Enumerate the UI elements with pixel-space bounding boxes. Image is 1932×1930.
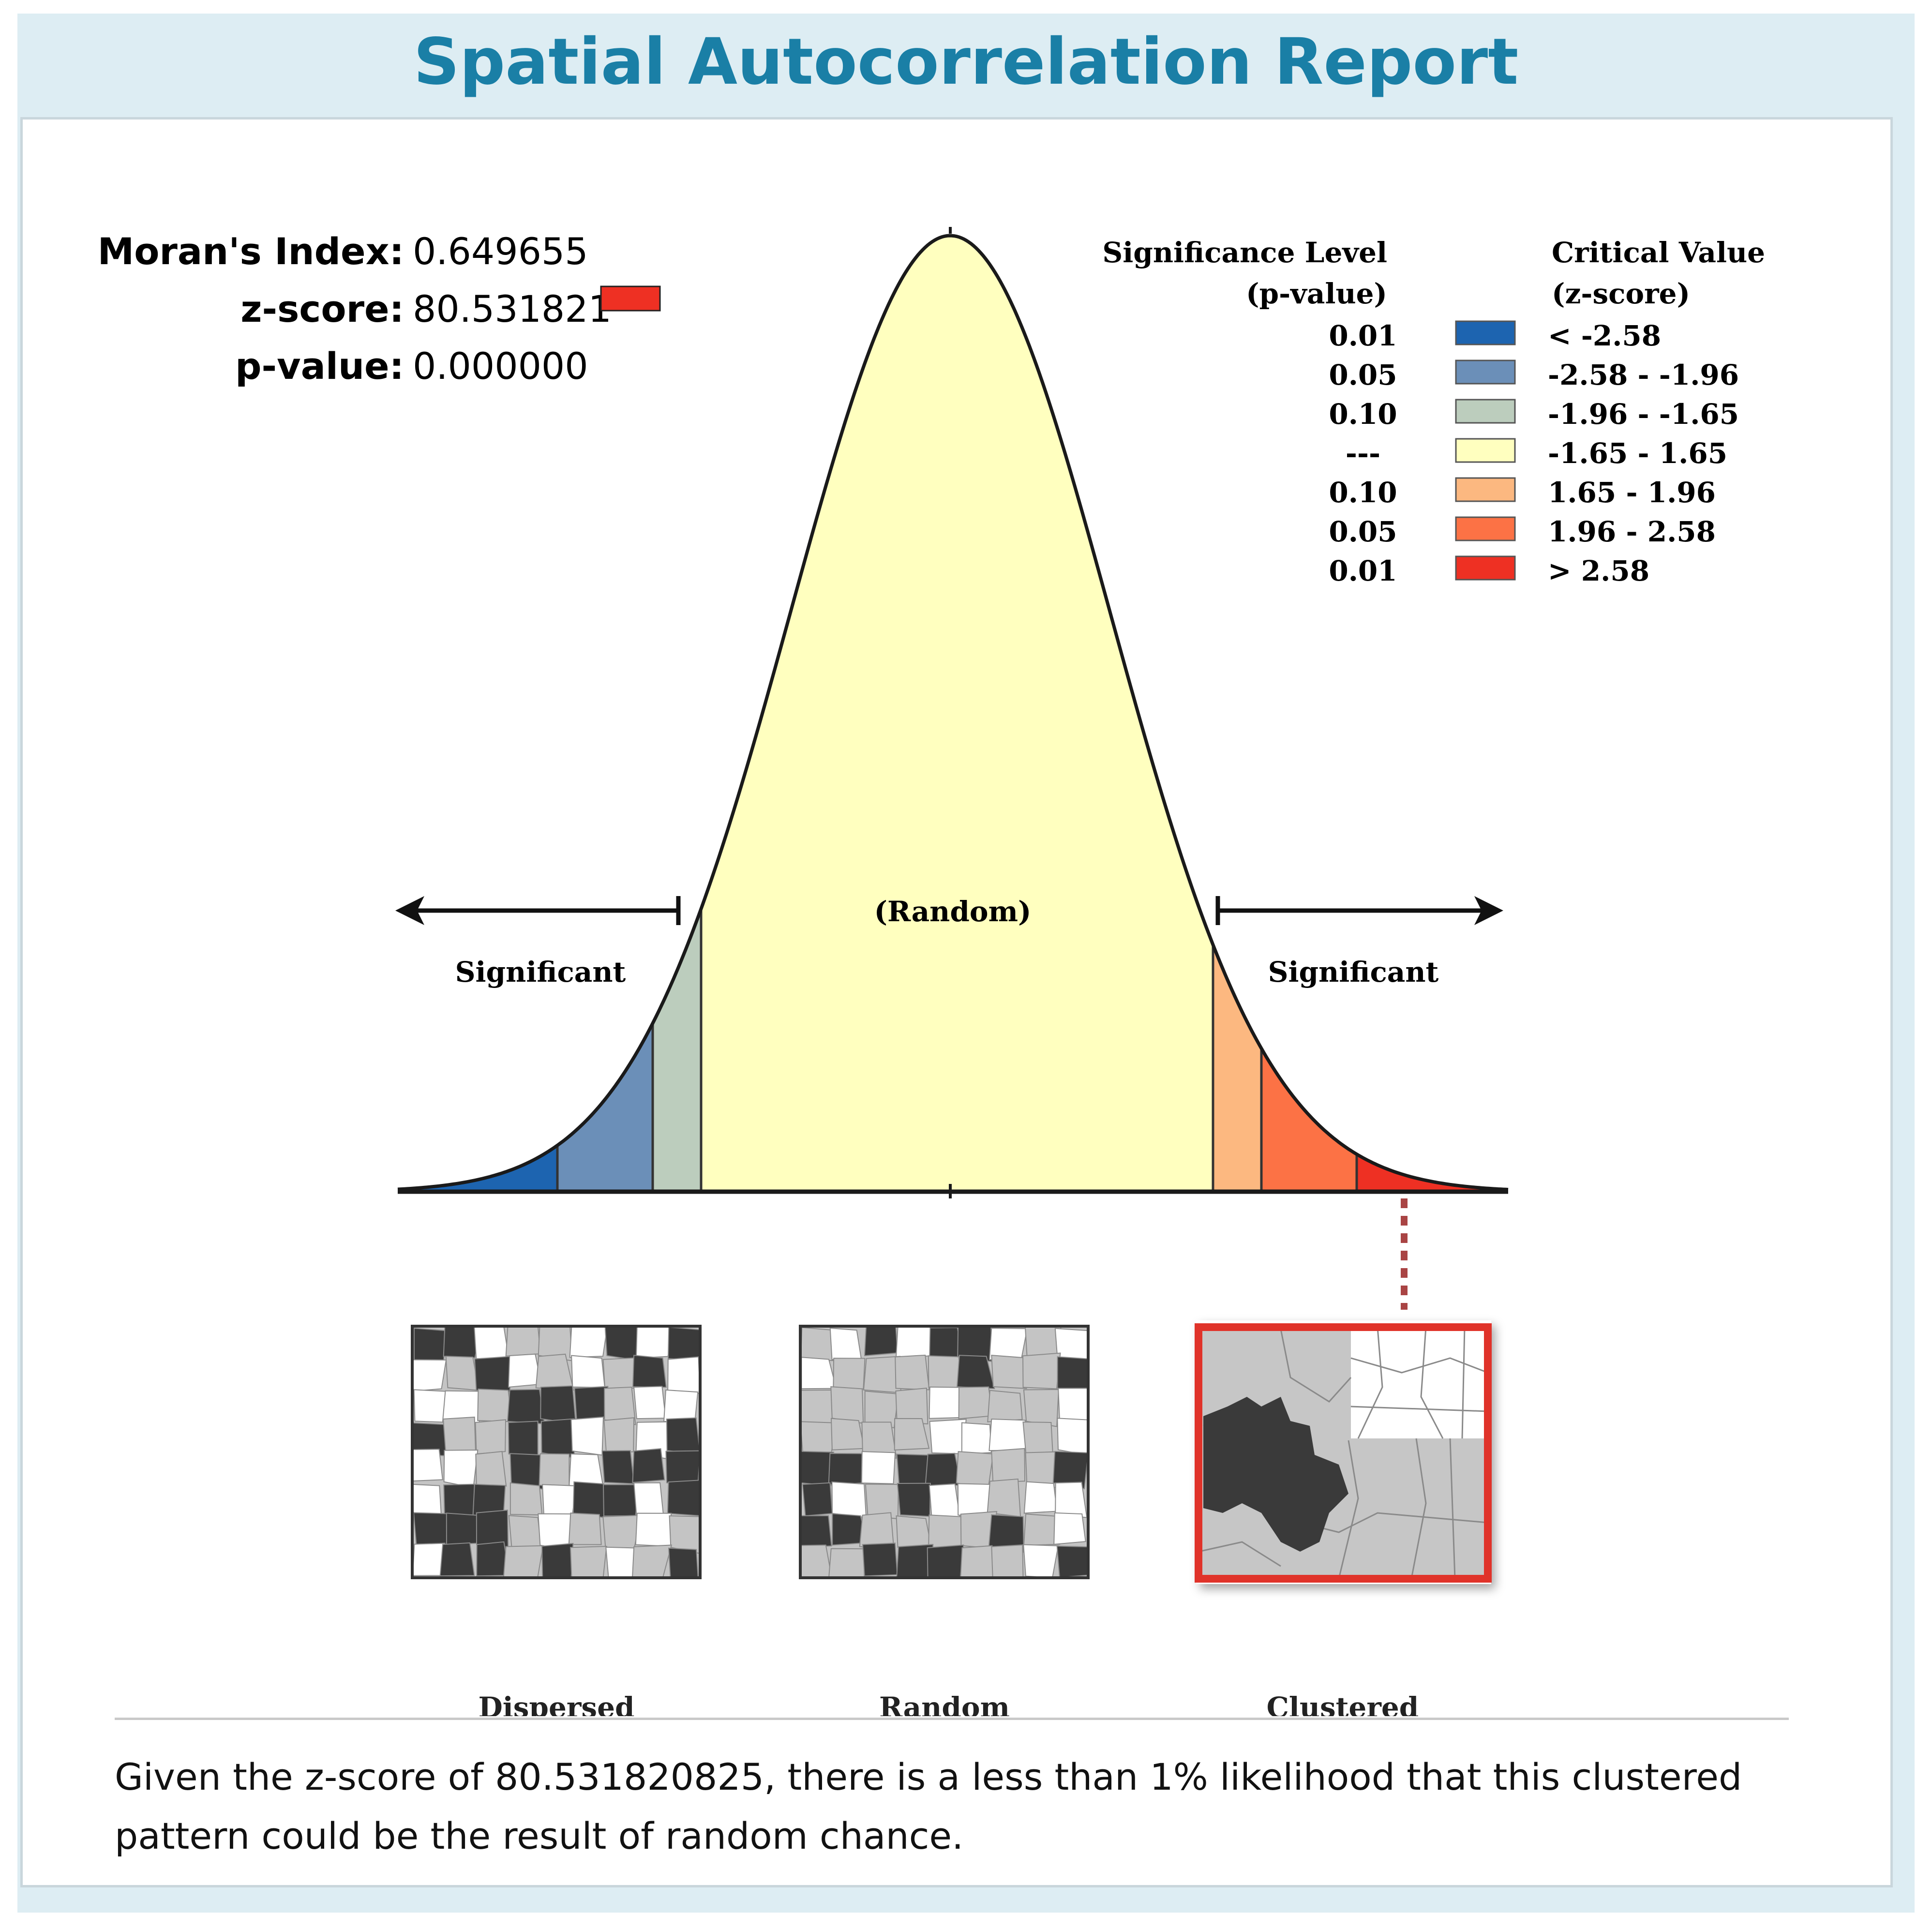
legend-p-value: 0.01 [1329, 554, 1397, 587]
legend-swatch [1455, 320, 1516, 345]
legend-swatch [1455, 555, 1516, 581]
random-caption: Random [879, 1691, 1010, 1716]
morans-index-value: 0.649655 [413, 230, 588, 273]
conclusion-line-2: pattern could be the result of random ch… [115, 1814, 964, 1857]
legend-p-value: 0.05 [1329, 515, 1397, 548]
normal-curve [397, 234, 1509, 1192]
clustered-caption: Clustered [1267, 1691, 1419, 1716]
section-divider [115, 1718, 1789, 1720]
right-significant-label: Significant [1268, 956, 1439, 988]
legend-row: 0.10 -1.96 - -1.65 [1329, 398, 1739, 431]
band-neg-1-96-to-neg-1-65 [653, 236, 701, 1192]
legend-z-range: -2.58 - -1.96 [1548, 359, 1739, 391]
band-less-than-neg-2-58 [398, 236, 557, 1192]
legend-z-range: < -2.58 [1548, 319, 1661, 352]
dispersed-caption: Dispersed [478, 1691, 634, 1716]
significance-header-line1: Significance Level [1102, 236, 1387, 269]
z-score-value: 80.531821 [413, 287, 612, 330]
band-1-65-to-1-96 [1213, 236, 1261, 1192]
legend-z-range: 1.96 - 2.58 [1548, 515, 1716, 548]
legend-p-value: 0.10 [1329, 476, 1397, 509]
legend-row: 0.01 > 2.58 [1329, 554, 1649, 587]
legend-p-value: 0.05 [1329, 359, 1397, 391]
significance-header-line2: (p-value) [1246, 277, 1387, 310]
z-score-swatch [600, 285, 661, 312]
conclusion-text: Given the z-score of 80.531820825, there… [115, 1748, 1808, 1866]
legend-p-value: --- [1346, 437, 1380, 470]
legend-z-range: > 2.58 [1548, 554, 1649, 587]
legend-z-range: -1.96 - -1.65 [1548, 398, 1739, 431]
right-significant-arrow [1215, 896, 1503, 925]
legend-swatch [1455, 359, 1516, 385]
legend-swatch [1455, 477, 1516, 502]
legend-z-range: -1.65 - 1.65 [1548, 437, 1727, 470]
report-title: Spatial Autocorrelation Report [413, 25, 1519, 99]
legend-p-value: 0.01 [1329, 319, 1397, 352]
z-score-label: z-score: [240, 287, 404, 330]
dispersed-pattern [411, 1325, 702, 1579]
legend-p-value: 0.10 [1329, 398, 1397, 431]
clustered-pattern [1195, 1320, 1492, 1584]
legend-row: 0.01 < -2.58 [1329, 319, 1661, 352]
morans-index-label: Moran's Index: [97, 230, 404, 273]
legend-swatch [1455, 399, 1516, 424]
critical-header-line1: Critical Value [1552, 236, 1765, 269]
significance-legend: Significance Level (p-value) Critical Va… [1102, 236, 1765, 587]
autocorrelation-graphic: (Random) Significant Significant Signifi… [395, 227, 1765, 1716]
legend-row: --- -1.65 - 1.65 [1346, 437, 1727, 470]
p-value-value: 0.000000 [413, 344, 588, 388]
p-value-label: p-value: [235, 344, 404, 388]
band-neg-2-58-to-neg-1-96 [557, 236, 653, 1192]
legend-swatch [1455, 516, 1516, 541]
random-center-label: (Random) [874, 895, 1032, 928]
conclusion-line-1: Given the z-score of 80.531820825, there… [115, 1755, 1742, 1798]
report-frame: Spatial Autocorrelation Report Moran's I… [17, 14, 1915, 1913]
legend-row: 0.05 -2.58 - -1.96 [1329, 359, 1739, 391]
report-panel: Moran's Index: 0.649655 z-score: 80.5318… [20, 117, 1893, 1887]
left-significant-arrow [395, 896, 681, 925]
critical-header-line2: (z-score) [1552, 277, 1690, 310]
legend-z-range: 1.65 - 1.96 [1548, 476, 1716, 509]
left-significant-label: Significant [455, 956, 626, 988]
legend-row: 0.10 1.65 - 1.96 [1329, 476, 1716, 509]
random-pattern [799, 1325, 1090, 1579]
band-dividers [556, 909, 1358, 1192]
legend-swatch [1455, 438, 1516, 463]
legend-row: 0.05 1.96 - 2.58 [1329, 515, 1716, 548]
band-random [701, 236, 1213, 1192]
